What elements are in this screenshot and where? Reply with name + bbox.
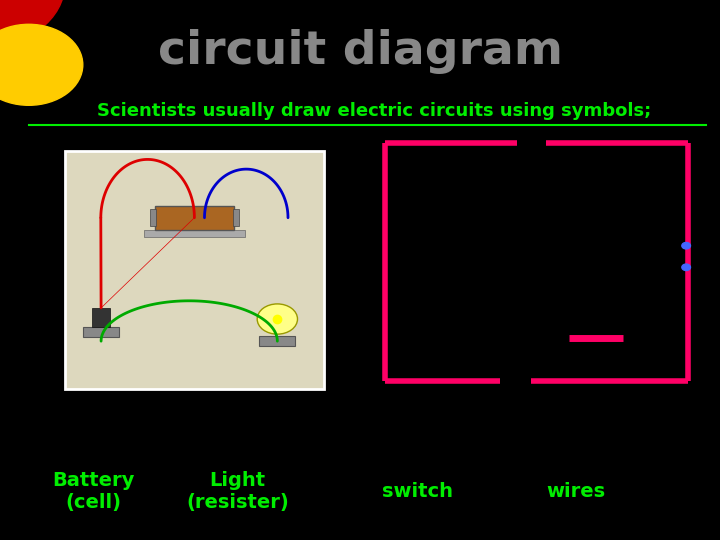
- Circle shape: [682, 264, 690, 271]
- Bar: [65, 151, 324, 389]
- Bar: [83, 327, 119, 336]
- Bar: [150, 209, 156, 226]
- Text: wires: wires: [546, 482, 606, 501]
- Bar: [144, 230, 245, 237]
- Circle shape: [0, 0, 65, 49]
- Bar: [233, 209, 239, 226]
- Circle shape: [0, 24, 83, 105]
- Bar: [92, 308, 109, 327]
- Text: Light
(resister): Light (resister): [186, 471, 289, 512]
- Text: switch: switch: [382, 482, 453, 501]
- Bar: [155, 206, 234, 230]
- Bar: [259, 336, 295, 346]
- Text: Scientists usually draw electric circuits using symbols;: Scientists usually draw electric circuit…: [97, 102, 652, 120]
- Circle shape: [257, 304, 297, 334]
- Text: circuit diagram: circuit diagram: [158, 29, 562, 74]
- Text: Battery
(cell): Battery (cell): [53, 471, 135, 512]
- Circle shape: [682, 242, 690, 249]
